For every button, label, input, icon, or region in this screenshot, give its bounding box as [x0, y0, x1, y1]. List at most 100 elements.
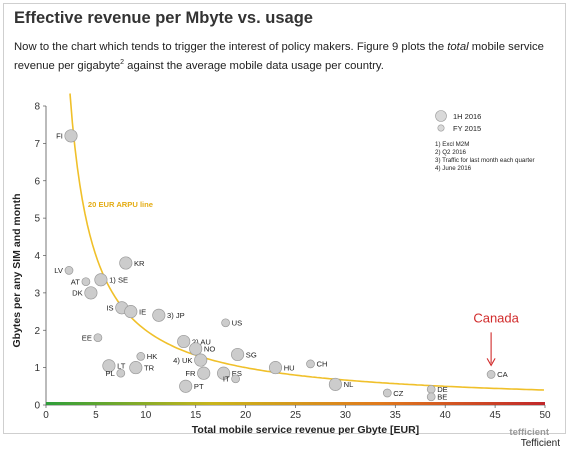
- flag-outline: [382, 388, 392, 398]
- flag-part: [81, 277, 90, 286]
- data-point-us: US: [221, 318, 243, 328]
- flag-part: [427, 385, 436, 394]
- flag-lt-lt-icon: [102, 359, 116, 372]
- flag-outline: [426, 392, 436, 402]
- flag-outline: [179, 379, 193, 393]
- intro-text-2: mobile service revenue per gigabyte: [14, 41, 544, 72]
- data-label-fr: FR: [185, 369, 196, 378]
- flag-outline: [197, 366, 211, 380]
- canada-annotation: Canada: [473, 310, 520, 367]
- flag-part: [221, 318, 230, 327]
- flag-part: [177, 335, 190, 348]
- data-label-es: ES: [232, 369, 242, 378]
- data-label-no: NO: [204, 345, 215, 354]
- flag-outline: [177, 334, 191, 349]
- flag-part: [152, 309, 165, 322]
- data-point-ca: CA: [486, 370, 509, 379]
- x-tick-label: 10: [140, 410, 152, 421]
- flag-cz-cz-icon: [383, 389, 392, 397]
- x-tick-label: 45: [490, 410, 502, 421]
- intro-paragraph: Now to the chart which tends to trigger …: [14, 39, 554, 74]
- flag-ch-ch-icon: [306, 359, 315, 368]
- flag-outline: [102, 359, 116, 373]
- page-title: Effective revenue per Mbyte vs. usage: [14, 9, 313, 27]
- data-point-no: NO: [189, 342, 215, 356]
- flag-part: [487, 370, 496, 379]
- data-label-fi: FI: [56, 132, 63, 141]
- legend-note-2: 3) Traffic for last month each quarter: [435, 157, 535, 164]
- x-tick-label: 5: [93, 410, 99, 421]
- data-point-es: ES: [217, 366, 242, 380]
- y-tick-label: 8: [34, 102, 40, 113]
- flag-hu-hu-icon: [269, 361, 282, 374]
- intro-footnote: 2: [120, 59, 125, 66]
- annotation-label: Canada: [473, 310, 519, 325]
- data-label-at: AT: [71, 278, 81, 287]
- y-tick-label: 6: [34, 176, 40, 187]
- data-label-is: IS: [106, 304, 113, 313]
- flag-outline: [84, 286, 98, 300]
- data-label-kr: KR: [134, 259, 145, 268]
- data-label-au: 2) AU: [192, 337, 211, 346]
- y-tick-label: 7: [34, 139, 40, 150]
- data-point-hu: HU: [268, 361, 295, 375]
- flag-part: [194, 353, 207, 367]
- flag-outline: [306, 359, 315, 369]
- data-point-fi: FI: [56, 129, 78, 143]
- x-axis-color-band: [46, 402, 545, 405]
- flag-part: [116, 369, 125, 378]
- data-label-cz: CZ: [393, 389, 403, 398]
- flag-pl-pl-icon: [116, 369, 125, 378]
- flag-outline: [64, 129, 78, 143]
- flag-fr-fr-icon: [197, 367, 210, 380]
- y-tick-label: 5: [34, 214, 40, 225]
- data-label-pt: PT: [194, 382, 204, 391]
- flag-outline: [231, 374, 240, 384]
- y-tick-label: 2: [34, 326, 40, 337]
- data-label-uk: 4) UK: [173, 356, 192, 365]
- flag-part: [217, 367, 230, 380]
- data-point-lv: LV: [54, 266, 74, 275]
- flag-part: [129, 361, 142, 374]
- flag-ie-ie-icon: [124, 305, 137, 318]
- flag-pt-pt-icon: [179, 380, 192, 393]
- y-tick-label: 0: [34, 401, 40, 412]
- data-label-hk: HK: [147, 352, 158, 361]
- data-point-dk: DK: [72, 286, 98, 300]
- y-tick-label: 1: [34, 363, 40, 374]
- legend-note-3: 4) June 2016: [435, 165, 472, 172]
- data-point-ee: EE: [82, 333, 103, 343]
- image-credit: Tefficient: [520, 438, 560, 449]
- flag-part: [65, 266, 73, 275]
- flag-part: [102, 359, 116, 372]
- data-label-nl: NL: [344, 380, 354, 389]
- legend-note-1: 2) Q2 2016: [435, 149, 467, 156]
- flag-outline: [116, 368, 126, 378]
- flag-outline: [94, 273, 108, 287]
- data-point-it: IT: [223, 374, 240, 384]
- flag-part: [383, 389, 392, 397]
- flag-part: [231, 374, 240, 383]
- x-tick-label: 30: [340, 410, 352, 421]
- flag-outline: [194, 353, 208, 367]
- flag-outline: [93, 333, 103, 343]
- data-point-sg: SG: [231, 347, 257, 362]
- legend-entry-1: FY 2015: [453, 124, 481, 133]
- flag-at-at-icon: [81, 277, 90, 286]
- flag-part: [64, 129, 78, 143]
- flag-part: [84, 286, 98, 300]
- data-label-hu: HU: [284, 363, 295, 372]
- flag-part: [329, 378, 342, 391]
- data-label-ee: EE: [82, 334, 92, 343]
- data-point-cz: CZ: [382, 388, 404, 398]
- flag-hk-hk-icon: [136, 352, 145, 361]
- arpu-curve-group: 20 EUR ARPU line: [69, 93, 545, 391]
- data-label-us: US: [232, 319, 243, 328]
- intro-text-3: against the average mobile data usage pe…: [124, 59, 384, 72]
- data-point-se: 1) SE: [94, 273, 128, 287]
- flag-part: [231, 348, 244, 361]
- flag-outline: [129, 361, 143, 375]
- data-point-tr: TR: [129, 361, 155, 375]
